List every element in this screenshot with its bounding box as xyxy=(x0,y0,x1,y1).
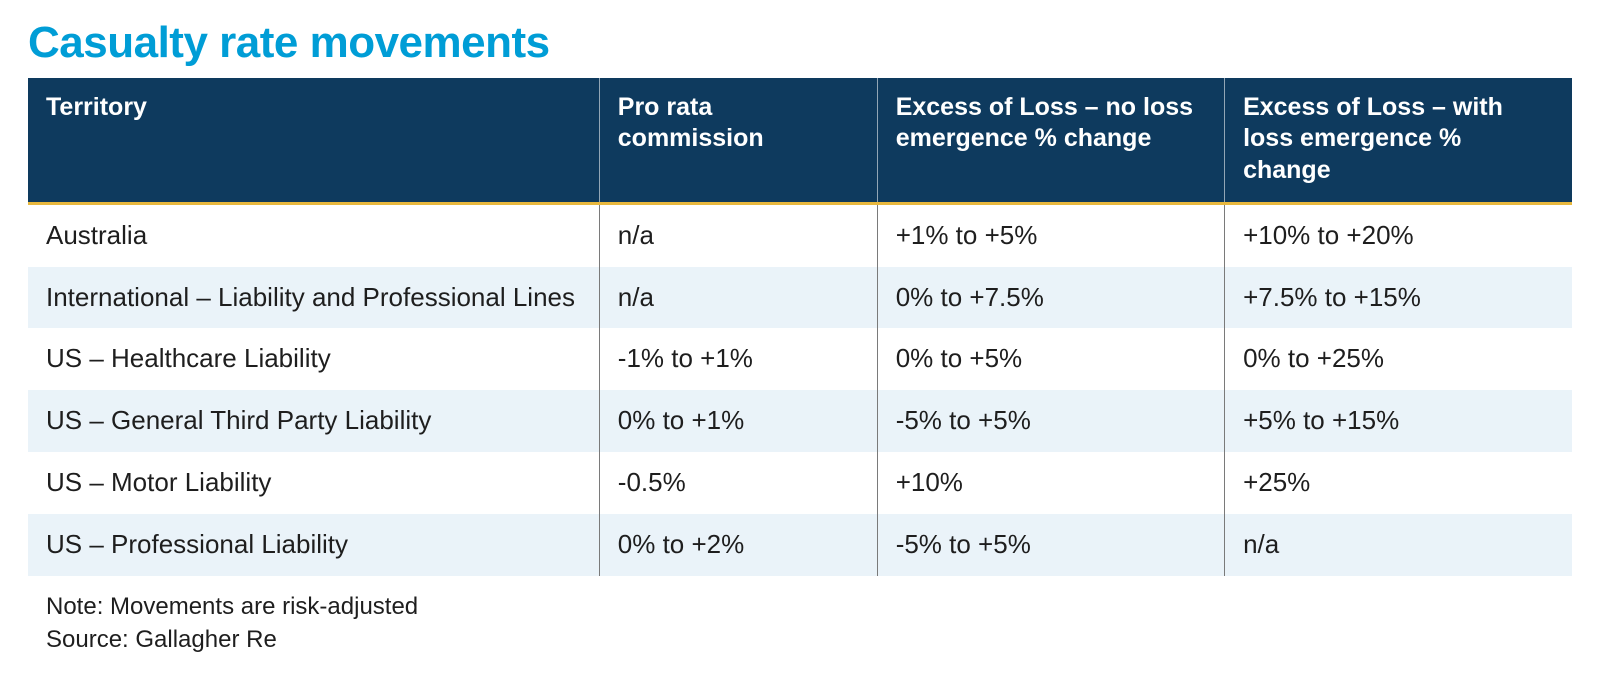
table-row: Australia n/a +1% to +5% +10% to +20% xyxy=(28,203,1572,266)
cell-territory: US – Professional Liability xyxy=(28,514,599,576)
cell-xol-no-loss: -5% to +5% xyxy=(877,514,1224,576)
table-header-row: Territory Pro rata commission Excess of … xyxy=(28,78,1572,203)
table-row: US – Professional Liability 0% to +2% -5… xyxy=(28,514,1572,576)
page-title: Casualty rate movements xyxy=(28,18,1572,68)
cell-pro-rata: -1% to +1% xyxy=(599,328,877,390)
table-row: International – Liability and Profession… xyxy=(28,267,1572,329)
cell-xol-no-loss: -5% to +5% xyxy=(877,390,1224,452)
cell-xol-no-loss: 0% to +5% xyxy=(877,328,1224,390)
footnote-note: Note: Movements are risk-adjusted xyxy=(46,590,1572,624)
cell-xol-no-loss: +1% to +5% xyxy=(877,203,1224,266)
table-row: US – Healthcare Liability -1% to +1% 0% … xyxy=(28,328,1572,390)
col-header-territory: Territory xyxy=(28,78,599,203)
col-header-pro-rata: Pro rata commission xyxy=(599,78,877,203)
cell-pro-rata: n/a xyxy=(599,203,877,266)
cell-xol-with-loss: n/a xyxy=(1225,514,1572,576)
cell-xol-with-loss: 0% to +25% xyxy=(1225,328,1572,390)
casualty-rate-table: Territory Pro rata commission Excess of … xyxy=(28,78,1572,576)
cell-xol-with-loss: +7.5% to +15% xyxy=(1225,267,1572,329)
cell-territory: US – Motor Liability xyxy=(28,452,599,514)
cell-territory: Australia xyxy=(28,203,599,266)
col-header-xol-no-loss: Excess of Loss – no loss emergence % cha… xyxy=(877,78,1224,203)
table-footnote: Note: Movements are risk-adjusted Source… xyxy=(28,590,1572,657)
cell-pro-rata: 0% to +2% xyxy=(599,514,877,576)
cell-xol-with-loss: +5% to +15% xyxy=(1225,390,1572,452)
col-header-xol-with-loss: Excess of Loss – with loss emergence % c… xyxy=(1225,78,1572,203)
cell-xol-with-loss: +25% xyxy=(1225,452,1572,514)
cell-territory: US – Healthcare Liability xyxy=(28,328,599,390)
table-row: US – General Third Party Liability 0% to… xyxy=(28,390,1572,452)
cell-xol-no-loss: +10% xyxy=(877,452,1224,514)
cell-territory: International – Liability and Profession… xyxy=(28,267,599,329)
footnote-source: Source: Gallagher Re xyxy=(46,623,1572,657)
cell-xol-no-loss: 0% to +7.5% xyxy=(877,267,1224,329)
cell-territory: US – General Third Party Liability xyxy=(28,390,599,452)
cell-pro-rata: n/a xyxy=(599,267,877,329)
cell-pro-rata: 0% to +1% xyxy=(599,390,877,452)
table-row: US – Motor Liability -0.5% +10% +25% xyxy=(28,452,1572,514)
cell-xol-with-loss: +10% to +20% xyxy=(1225,203,1572,266)
cell-pro-rata: -0.5% xyxy=(599,452,877,514)
